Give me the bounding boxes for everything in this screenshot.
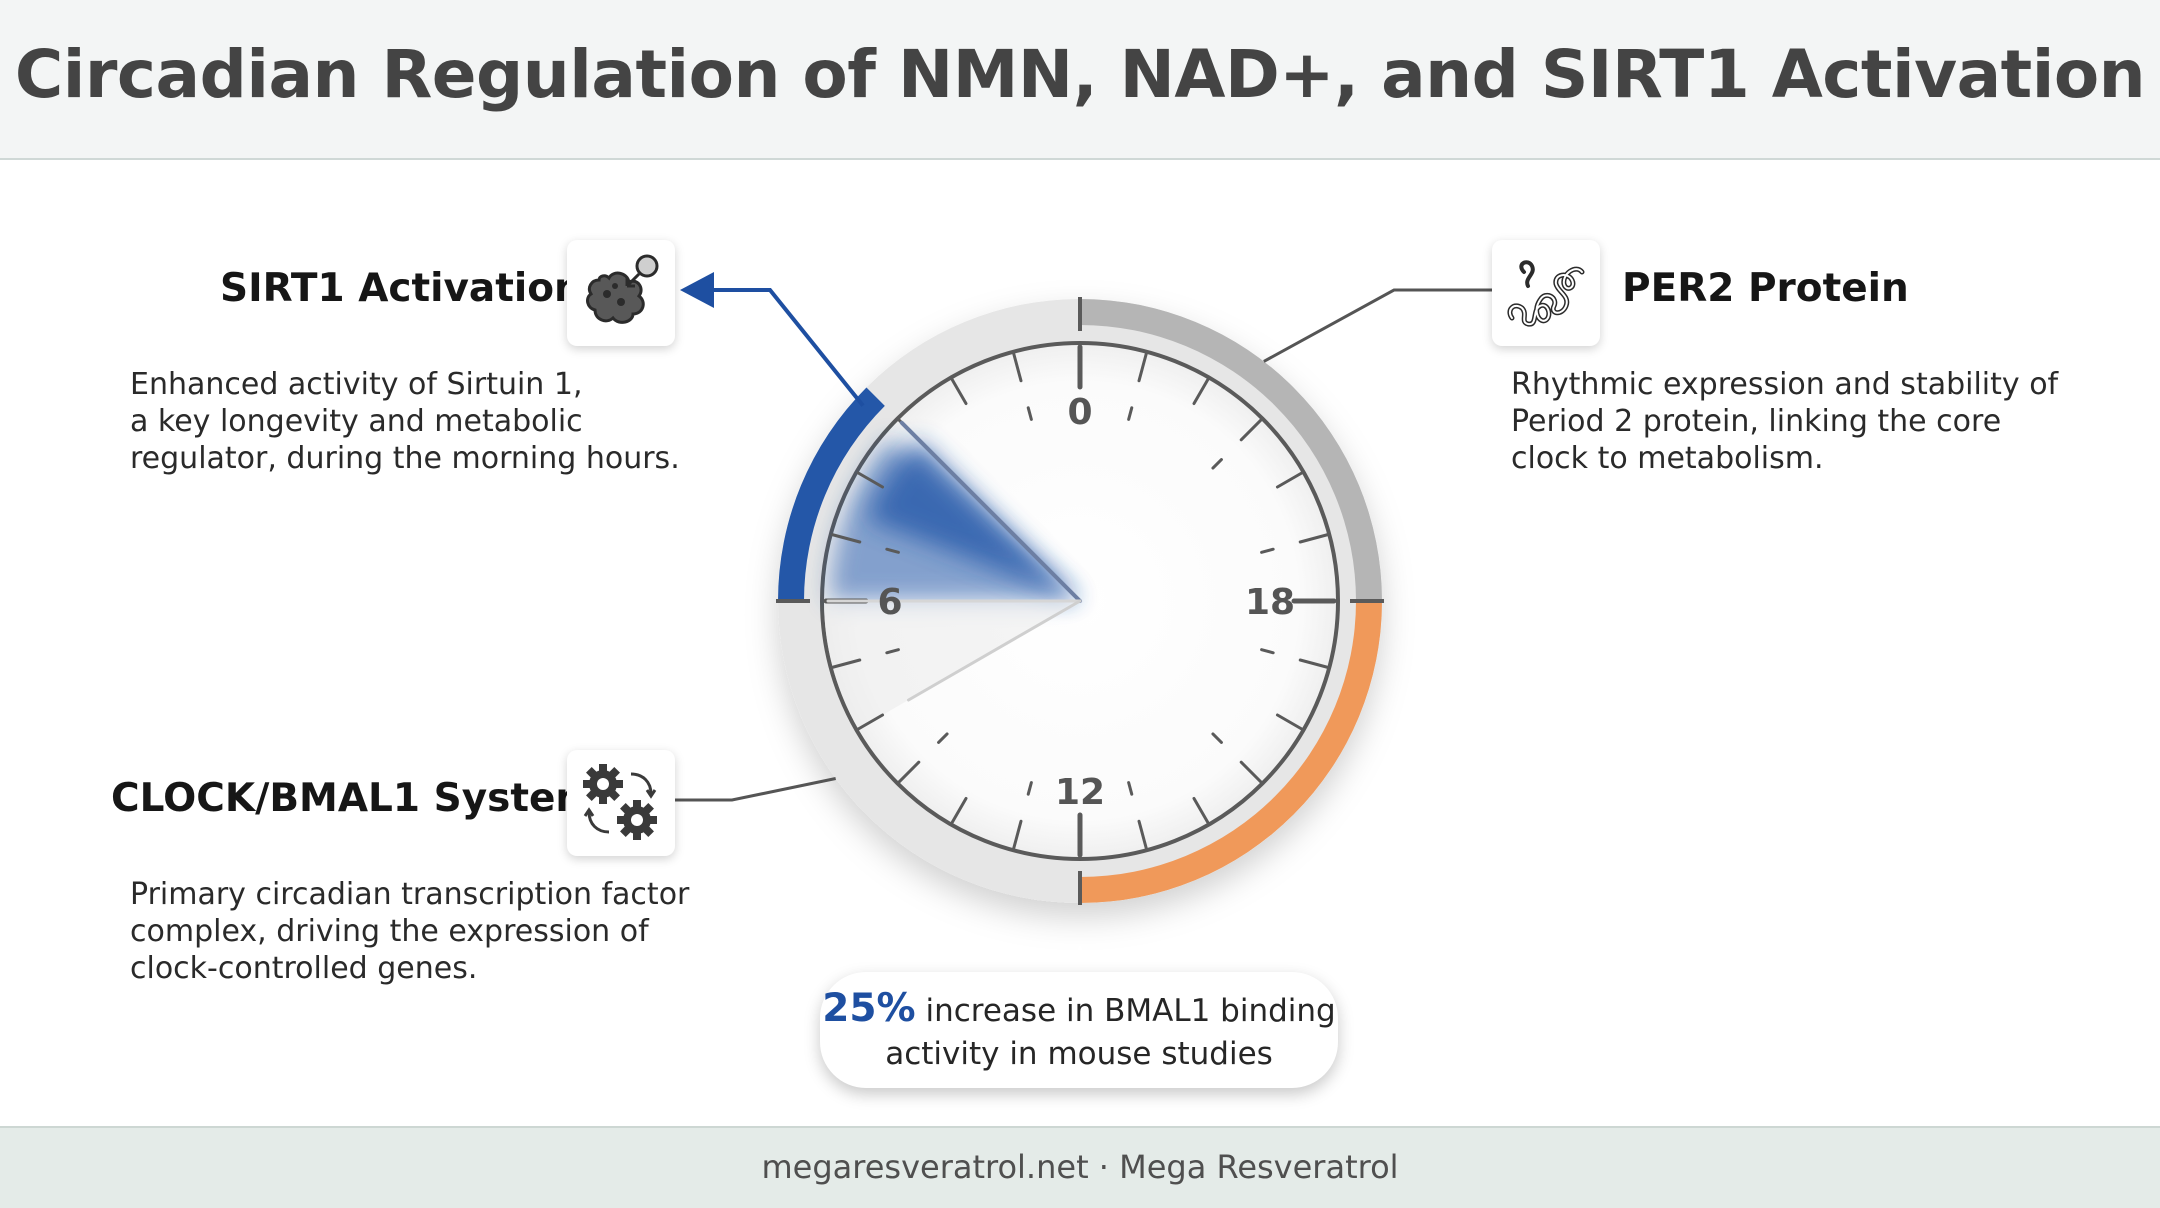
clock-inner-tick: [885, 547, 900, 554]
callout-pointer: [1066, 944, 1094, 974]
clock-tick: [1192, 796, 1210, 825]
per2-title: PER2 Protein: [1622, 266, 1909, 311]
page-title: Circadian Regulation of NMN, NAD+, and S…: [14, 36, 2146, 113]
clock-tick: [831, 658, 862, 669]
clock-tick: [1012, 352, 1023, 383]
per2-desc-line: Period 2 protein, linking the core: [1511, 404, 2002, 439]
clock-tick: [1239, 760, 1263, 784]
clock-arc-sirt1: [778, 387, 885, 601]
protein-molecule-icon: [586, 254, 659, 324]
clock-inner-tick: [1211, 458, 1223, 470]
clock-tick: [1275, 713, 1304, 731]
clock-tick: [1298, 658, 1329, 669]
clock-tick: [831, 533, 862, 544]
per2-desc-line: Rhythmic expression and stability of: [1511, 367, 2059, 402]
per2-desc-line: clock to metabolism.: [1511, 441, 1824, 476]
clock-tick: [856, 713, 885, 731]
per2-description: Rhythmic expression and stability of Per…: [1511, 366, 2058, 477]
clock-bmal1-title: CLOCK/BMAL1 System: [111, 776, 597, 821]
gears-cycle-icon: [583, 764, 657, 840]
callout-line-2: activity in mouse studies: [885, 1036, 1273, 1072]
stat-callout: 25% increase in BMAL1 binding activity i…: [820, 972, 1338, 1088]
clock-bmal1-desc-line: clock-controlled genes.: [130, 951, 478, 986]
sirt1-title: SIRT1 Activation: [220, 266, 582, 311]
sirt1-desc-line: a key longevity and metabolic: [130, 404, 583, 439]
sirt1-arrowhead: [680, 272, 714, 308]
sirt1-leader-line: [700, 288, 865, 407]
clock-tick: [1012, 819, 1023, 850]
clock-inner-tick: [1260, 547, 1275, 554]
clock-tick: [1275, 471, 1304, 489]
clock-inner-tick: [1127, 781, 1134, 796]
clock-inner-tick: [937, 732, 949, 744]
clock-bmal1-desc-line: complex, driving the expression of: [130, 914, 649, 949]
clock-bmal1-leader-line: [675, 777, 836, 802]
sirt1-desc-line: Enhanced activity of Sirtuin 1,: [130, 367, 583, 402]
clock-hour-label: 6: [877, 582, 902, 623]
footer-bar: [0, 1126, 2160, 1208]
callout-line-1: 25% increase in BMAL1 binding: [820, 986, 1338, 1031]
sirt1-icon-tile: [567, 240, 675, 346]
clock-arc-per2: [1080, 601, 1382, 903]
clock-inner-ring: [820, 341, 1340, 861]
clock-inner-tick: [1260, 648, 1275, 655]
clock-shade-wedge: [824, 601, 1080, 729]
clock-tick: [950, 377, 968, 406]
clock-inner-tick: [1026, 781, 1033, 796]
footer-credit: megaresveratrol.net · Mega Resveratrol: [761, 1148, 1399, 1186]
callout-percent: 25%: [822, 986, 916, 1031]
clock-inner-tick: [1211, 732, 1223, 744]
clock-inner-tick: [1026, 406, 1033, 421]
clock-tick: [950, 796, 968, 825]
per2-icon-tile: [1492, 240, 1600, 346]
clock-tick: [1192, 377, 1210, 406]
clock-arc-grey: [1080, 299, 1382, 601]
protein-strand-icon: [1507, 260, 1585, 327]
clock-hand: [899, 420, 1082, 603]
clock-hour-label: 12: [1055, 772, 1105, 813]
clock-tick: [1239, 418, 1263, 442]
clock-hour-label: 0: [1067, 392, 1092, 433]
clock-tick: [856, 471, 885, 489]
clock-tick: [897, 760, 921, 784]
clock-tick: [1298, 533, 1329, 544]
clock-bmal1-icon-tile: [567, 750, 675, 856]
callout-line-1-text: increase in BMAL1 binding: [915, 993, 1336, 1029]
sirt1-core-wedge: [867, 439, 1080, 601]
sirt1-description: Enhanced activity of Sirtuin 1, a key lo…: [130, 366, 680, 477]
header-bar: [0, 0, 2160, 160]
clock-inner-tick: [1127, 406, 1134, 421]
clock-tick: [1137, 352, 1148, 383]
clock-inner-tick: [885, 648, 900, 655]
clock-tick: [1137, 819, 1148, 850]
clock-hour-label: 18: [1245, 582, 1295, 623]
sirt1-desc-line: regulator, during the morning hours.: [130, 441, 680, 476]
per2-leader-line: [1263, 288, 1492, 363]
clock-bmal1-desc-line: Primary circadian transcription factor: [130, 877, 690, 912]
clock-hand: [907, 599, 1082, 702]
clock-bmal1-description: Primary circadian transcription factor c…: [130, 876, 689, 987]
